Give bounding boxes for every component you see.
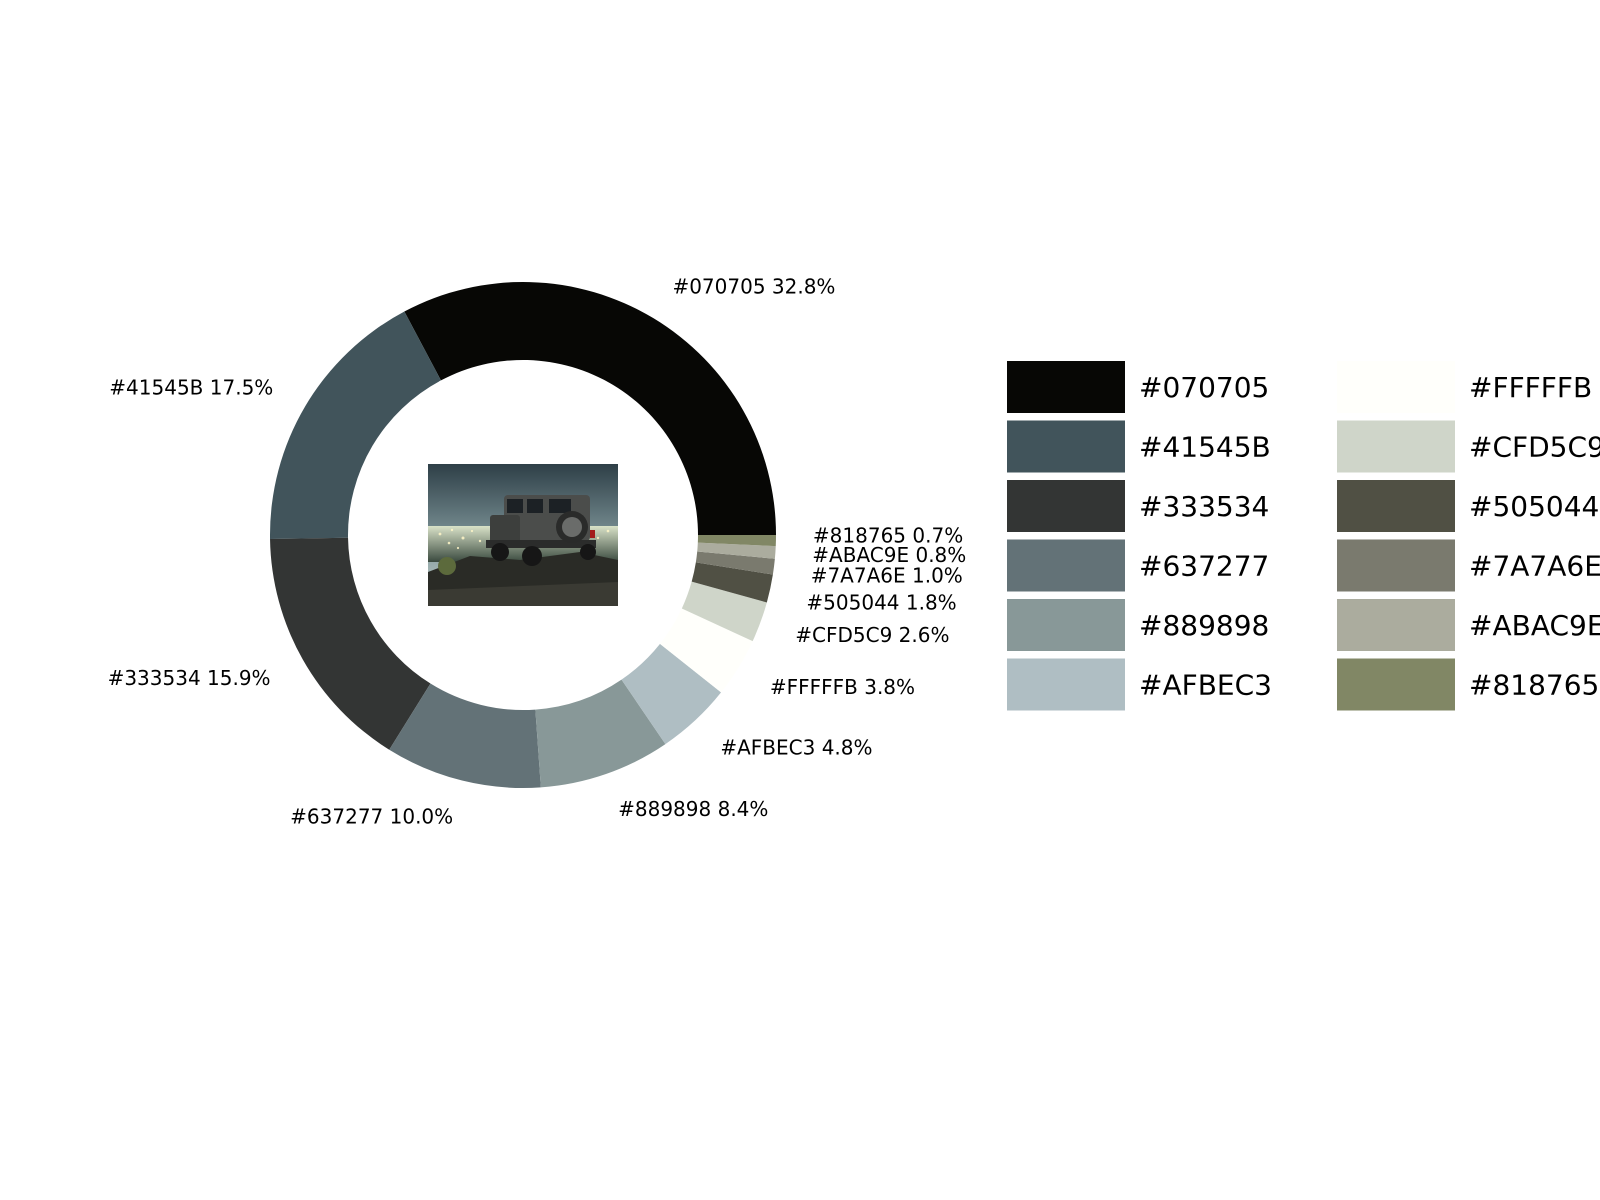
legend-swatch [1007,658,1125,711]
legend-label: #637277 [1139,550,1269,583]
legend-swatch [1007,599,1125,651]
slice-505044 [691,562,773,603]
legend-swatch [1337,658,1455,711]
legend-item: #AFBEC3 [1007,658,1272,711]
legend-label: #ABAC9E [1469,609,1600,642]
legend-item: #333534 [1007,480,1269,532]
legend-label: #070705 [1139,371,1269,404]
slice-label-afbec3: #AFBEC3 4.8% [720,735,872,759]
slice-cfd5c9 [681,581,767,642]
legend-swatch [1337,420,1455,473]
slice-label-818765: #818765 0.7% [813,523,963,547]
legend-label: #889898 [1139,609,1269,642]
slice-label-070705: #070705 32.8% [672,274,835,298]
legend-item: #FFFFFB [1337,361,1592,413]
slice-7a7a6e [695,551,775,575]
slice-637277 [389,683,541,788]
slice-label-333534: #333534 15.9% [108,666,271,690]
slice-label-cfd5c9: #CFD5C9 2.6% [795,623,949,647]
legend-item: #505044 [1337,480,1599,532]
legend-item: #CFD5C9 [1337,420,1600,473]
legend-swatch [1337,539,1455,592]
slice-afbec3 [621,643,722,745]
slice-label-abac9e: #ABAC9E 0.8% [812,543,966,567]
slice-label-7a7a6e: #7A7A6E 1.0% [811,563,963,587]
donut-slices [270,282,776,788]
legend-item: #070705 [1007,361,1269,413]
legend-swatch [1007,361,1125,413]
slice-889898 [535,679,666,788]
legend-label: #818765 [1469,669,1599,702]
legend-item: #ABAC9E [1337,599,1600,651]
legend-label: #7A7A6E [1469,550,1600,583]
legend-swatch [1337,480,1455,532]
legend-label: #AFBEC3 [1139,669,1272,702]
legend-swatch [1007,480,1125,532]
legend-item: #41545B [1007,420,1271,473]
legend-swatch [1007,420,1125,473]
slice-label-fffffb: #FFFFFB 3.8% [770,675,915,699]
slice-abac9e [697,542,776,559]
slice-label-637277: #637277 10.0% [290,804,453,828]
legend-label: #CFD5C9 [1469,431,1600,464]
slice-41545b [270,311,441,539]
legend-item: #818765 [1337,658,1599,711]
slice-fffffb [659,608,753,693]
center-thumbnail-image [428,464,618,606]
legend: #070705 #41545B #333534 #637277 #889898 #AFBE… [1007,361,1600,711]
legend-swatch [1337,361,1455,413]
legend-item: #7A7A6E [1337,539,1600,592]
slice-label-41545b: #41545B 17.5% [109,376,273,400]
slice-label-505044: #505044 1.8% [806,590,956,614]
slice-label-889898: #889898 8.4% [618,797,768,821]
slice-070705 [404,282,776,535]
slice-labels: #070705 32.8% #41545B 17.5% #333534 15.9% #… [108,274,967,828]
legend-item: #889898 [1007,599,1269,651]
legend-label: #FFFFFB [1469,371,1592,404]
legend-label: #41545B [1139,431,1271,464]
slice-818765 [697,535,776,547]
slice-333534 [270,537,431,750]
legend-label: #505044 [1469,490,1599,523]
legend-item: #637277 [1007,539,1269,592]
legend-swatch [1007,539,1125,592]
legend-label: #333534 [1139,490,1269,523]
legend-swatch [1337,599,1455,651]
